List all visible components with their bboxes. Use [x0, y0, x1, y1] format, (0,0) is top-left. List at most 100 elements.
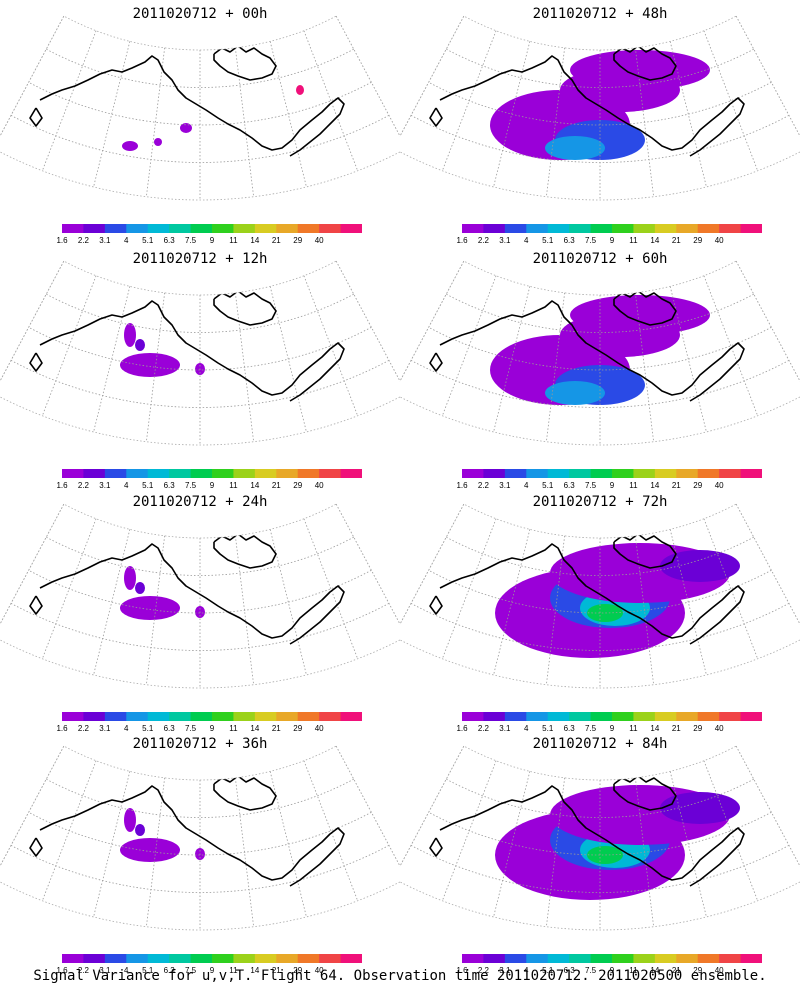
colorbar-swatch: [297, 224, 320, 233]
meridian-line: [493, 286, 531, 433]
colorbar-swatch: [740, 712, 762, 721]
colorbar-swatch: [126, 224, 149, 233]
variance-field: [120, 353, 180, 377]
colorbar-label: 2.2: [477, 236, 489, 245]
colorbar-label: 5.1: [142, 481, 154, 490]
colorbar-swatch: [254, 712, 277, 721]
colorbar-swatch: [62, 954, 84, 963]
variance-field: [180, 123, 192, 133]
meridian-line: [493, 41, 531, 188]
coastline: [429, 352, 443, 372]
colorbar-label: 1.6: [456, 481, 468, 490]
colorbar-swatch: [483, 954, 506, 963]
map-plot: [400, 260, 800, 446]
colorbar-label: 7.5: [585, 724, 597, 733]
meridian-line: [335, 745, 400, 867]
colorbar-label: 9: [209, 481, 215, 490]
parallel-line: [28, 811, 372, 856]
colorbar-swatch: [740, 954, 762, 963]
colorbar-swatch: [483, 712, 506, 721]
variance-field: [570, 50, 710, 90]
colorbar-swatch: [462, 469, 484, 478]
colorbar-label: 6.3: [563, 966, 575, 975]
coastline: [429, 837, 443, 857]
colorbar-label: 4: [524, 724, 529, 733]
meridian-line: [703, 275, 759, 416]
colorbar-swatch: [654, 954, 677, 963]
colorbar: [462, 469, 762, 478]
colorbar-label: 7.5: [185, 481, 197, 490]
panel-title: 2011020712 + 60h: [532, 251, 668, 267]
colorbar-label: 7.5: [185, 236, 197, 245]
colorbar-swatch: [547, 224, 570, 233]
parallel-line: [28, 569, 372, 614]
colorbar-swatch: [697, 469, 720, 478]
meridian-line: [303, 760, 359, 901]
coastline: [213, 45, 277, 81]
meridian-line: [400, 260, 465, 382]
colorbar-swatch: [697, 224, 720, 233]
variance-field: [124, 808, 136, 832]
colorbar-swatch: [719, 712, 742, 721]
panel-title: 2011020712 + 24h: [132, 494, 268, 510]
colorbar-swatch: [319, 469, 342, 478]
colorbar-swatch: [276, 224, 299, 233]
colorbar-label: 7.5: [585, 236, 597, 245]
colorbar-label: 21: [671, 481, 681, 490]
meridian-line: [335, 260, 400, 382]
parallel-line: [428, 811, 772, 856]
colorbar-swatch: [547, 712, 570, 721]
map-plot: [0, 503, 400, 689]
colorbar-label: 11: [229, 724, 238, 733]
meridian-line: [269, 529, 307, 676]
colorbar-swatch: [462, 712, 484, 721]
colorbar-swatch: [83, 954, 106, 963]
colorbar-swatch: [190, 224, 213, 233]
colorbar-label: 5.1: [542, 724, 554, 733]
colorbar-swatch: [590, 712, 613, 721]
colorbar-label: 9: [609, 481, 615, 490]
colorbar-swatch: [169, 224, 192, 233]
colorbar-label: 40: [714, 724, 724, 733]
colorbar-swatch: [147, 712, 170, 721]
colorbar-swatch: [654, 224, 677, 233]
colorbar-label: 1.6: [456, 236, 468, 245]
colorbar-swatch: [483, 224, 506, 233]
colorbar-swatch: [319, 224, 342, 233]
colorbar-label: 29: [293, 724, 303, 733]
colorbar-label: 29: [293, 236, 303, 245]
map-plot: [0, 260, 400, 446]
variance-field: [660, 550, 740, 582]
colorbar: [62, 712, 362, 721]
variance-field: [154, 138, 162, 146]
colorbar-swatch: [212, 954, 234, 963]
variance-field: [120, 838, 180, 862]
colorbar-label: 3.1: [499, 236, 511, 245]
map-panel: 2011020712 + 12h 1.6 2.2 3.1 4 5.1 6.3 7.5 9 11 14…: [0, 245, 400, 490]
meridian-line: [735, 260, 800, 382]
meridian-line: [269, 286, 307, 433]
colorbar-label: 7.5: [585, 481, 597, 490]
colorbar-label: 7.5: [185, 724, 197, 733]
variance-field: [587, 604, 623, 622]
map-frame: [0, 503, 400, 689]
colorbar-swatch: [254, 469, 277, 478]
colorbar-label: 9: [609, 724, 615, 733]
meridian-line: [41, 760, 97, 901]
colorbar-swatch: [297, 954, 320, 963]
colorbar-label: 29: [293, 481, 303, 490]
colorbar-label: 21: [671, 236, 681, 245]
colorbar-label: 11: [229, 236, 238, 245]
colorbar-swatch: [147, 224, 170, 233]
coastline: [39, 543, 345, 645]
colorbar-label: 6.3: [163, 724, 175, 733]
coastline: [429, 107, 443, 127]
colorbar-swatch: [654, 712, 677, 721]
colorbar-label: 9: [209, 966, 215, 975]
variance-field: [660, 792, 740, 824]
colorbar-swatch: [569, 712, 592, 721]
coastline: [439, 543, 745, 645]
map-panel: 2011020712 + 48h 1.6 2.2 3.1 4 5.1 6.3 7.5 9 11 14…: [400, 0, 800, 245]
colorbar-label: 29: [693, 966, 703, 975]
colorbar-swatch: [276, 469, 299, 478]
